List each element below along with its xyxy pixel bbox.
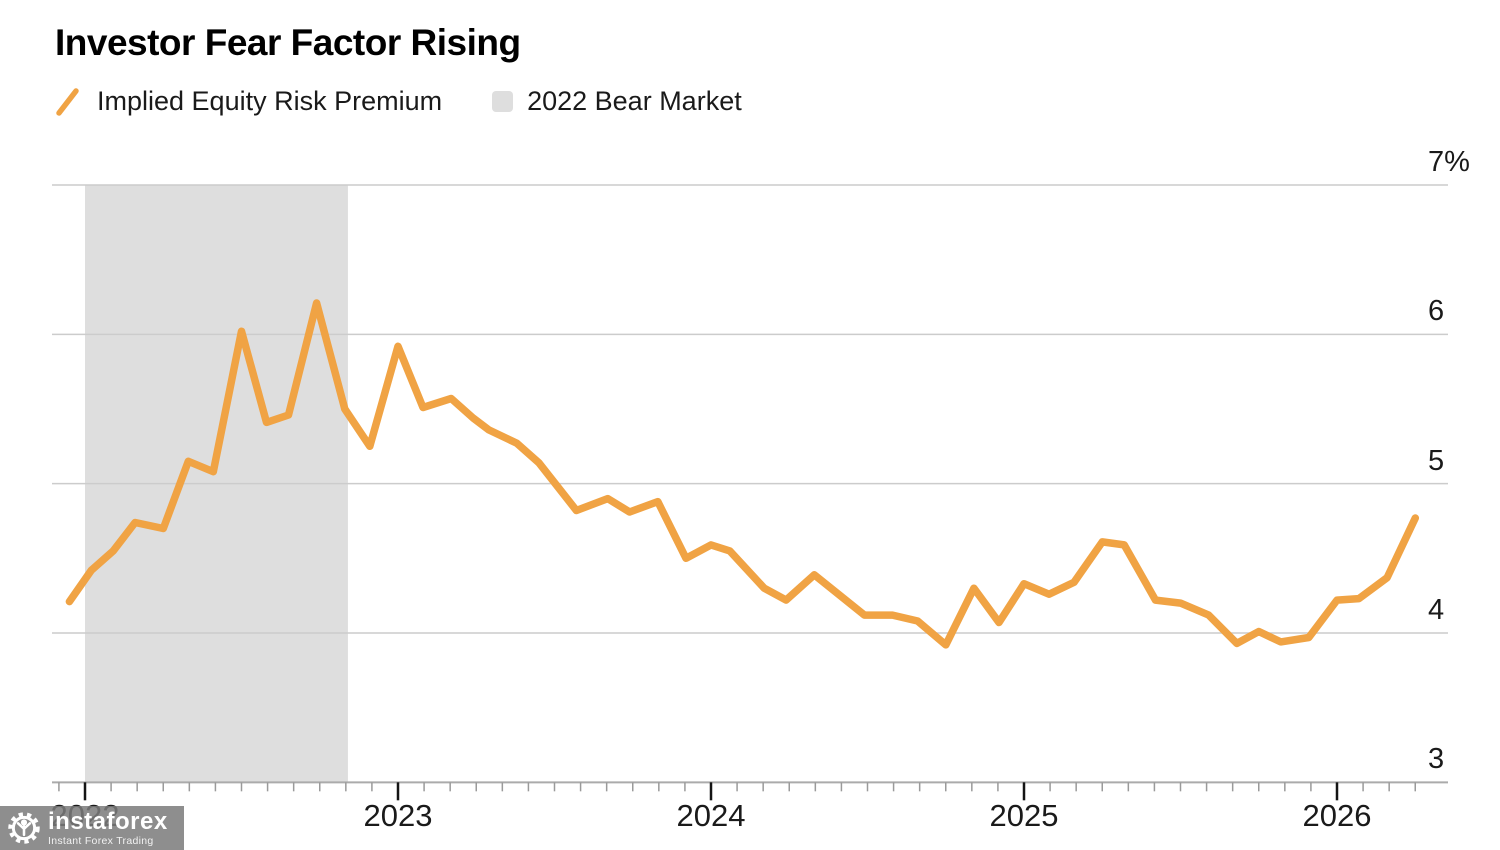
gray-square-icon — [492, 91, 514, 112]
watermark-brand: instaforex — [48, 807, 168, 835]
x-axis-label: 2023 — [363, 798, 433, 833]
x-axis-label: 2024 — [676, 798, 746, 833]
y-axis-label: 7% — [1428, 146, 1470, 178]
risk-premium-line — [65, 299, 1420, 649]
legend-label-risk-premium: Implied Equity Risk Premium — [97, 86, 443, 116]
legend-label-bear-market: 2022 Bear Market — [527, 86, 742, 116]
watermark-tagline: Instant Forex Trading — [48, 834, 154, 847]
instaforex-watermark: instaforex Instant Forex Trading — [0, 806, 184, 850]
legend-item-risk-premium: Implied Equity Risk Premium — [55, 86, 442, 117]
chart-legend: Implied Equity Risk Premium 2022 Bear Ma… — [55, 86, 742, 117]
y-axis-label: 5 — [1428, 444, 1445, 477]
y-axis-label: 6 — [1428, 295, 1445, 328]
x-axis-label: 2025 — [989, 798, 1059, 833]
x-axis-label: 2026 — [1302, 798, 1372, 833]
gear-person-icon — [8, 812, 40, 844]
chart-title: Investor Fear Factor Rising — [55, 22, 521, 63]
legend-item-bear-market: 2022 Bear Market — [492, 86, 742, 117]
y-axis-label: 3 — [1428, 743, 1445, 776]
orange-slash-icon — [56, 87, 79, 116]
y-axis-label: 4 — [1428, 593, 1445, 626]
